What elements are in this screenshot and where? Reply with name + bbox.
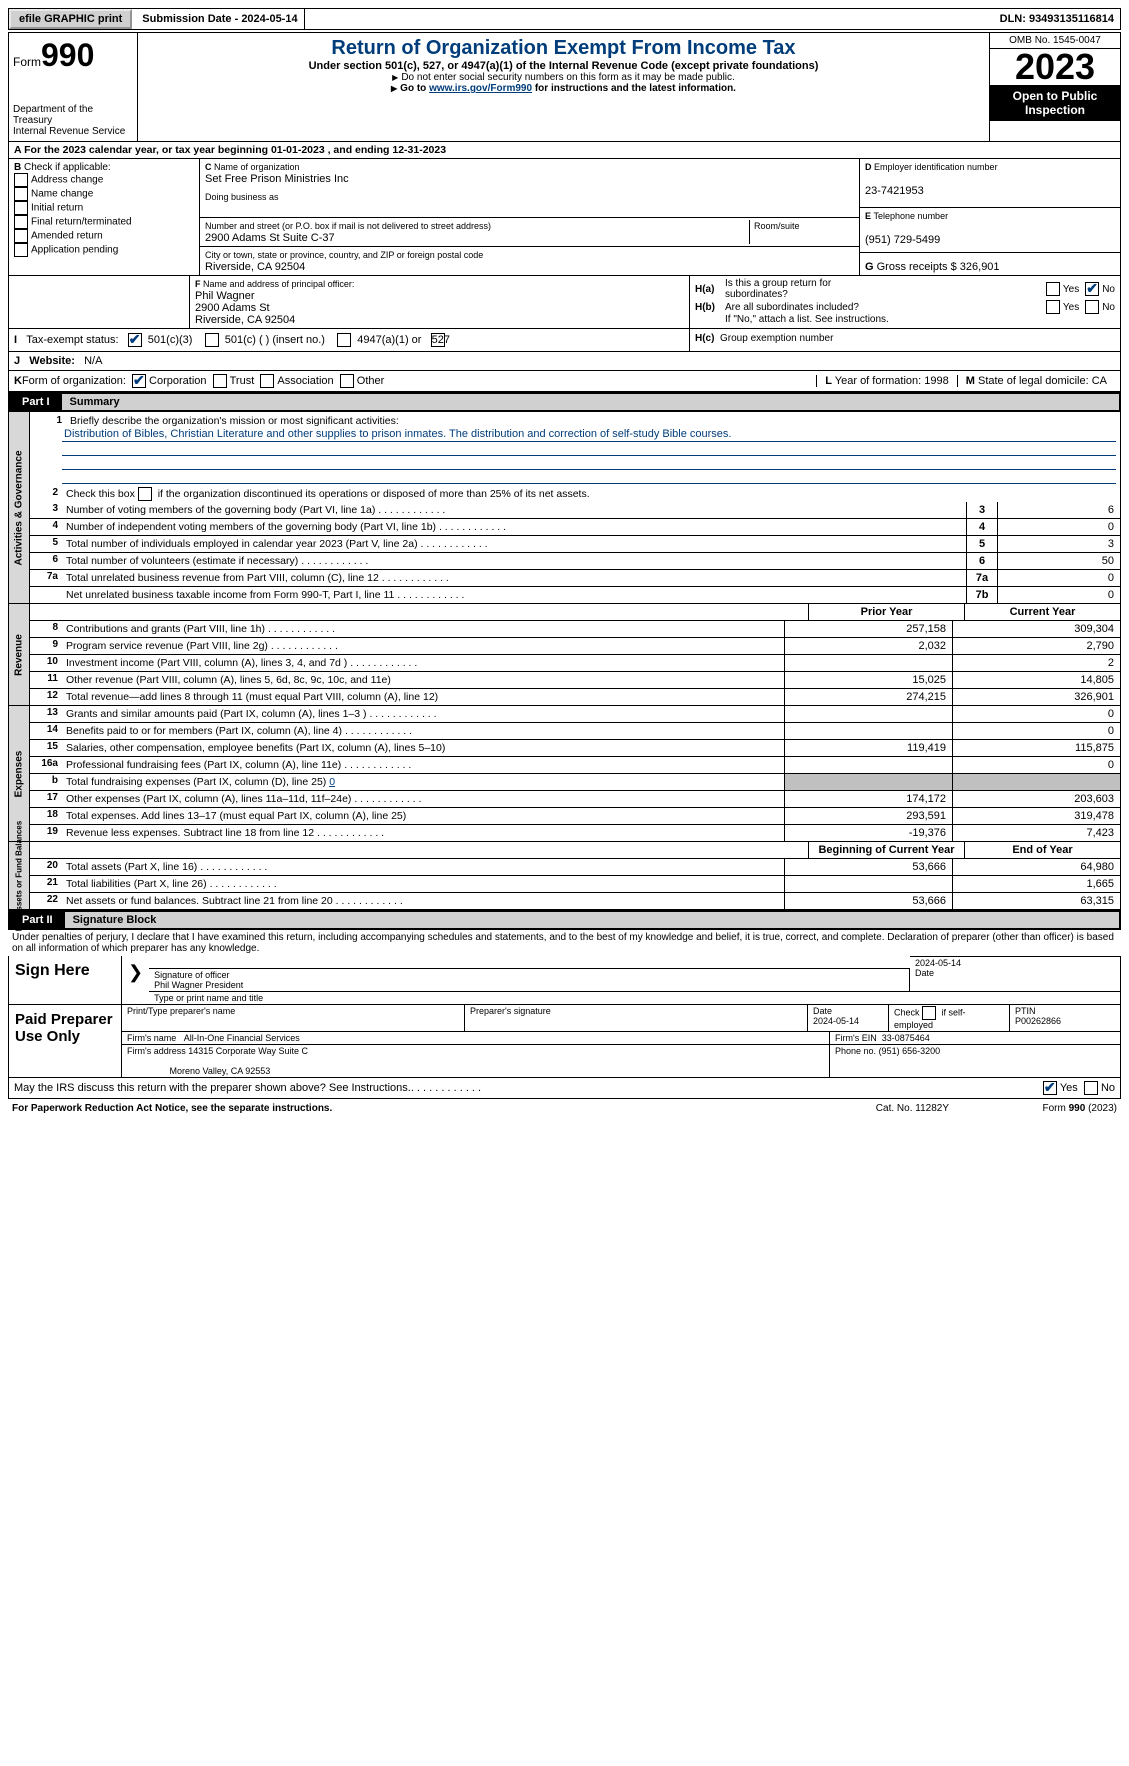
tax-year: 2023 bbox=[990, 49, 1120, 85]
ptin: P00262866 bbox=[1015, 1016, 1061, 1026]
cb-application-pending[interactable] bbox=[14, 243, 28, 257]
cb-trust[interactable] bbox=[213, 374, 227, 388]
state-domicile: CA bbox=[1092, 375, 1107, 387]
cb-initial-return[interactable] bbox=[14, 201, 28, 215]
gross-receipts: 326,901 bbox=[960, 261, 1000, 273]
v3: 6 bbox=[998, 502, 1120, 518]
open-inspection: Open to Public Inspection bbox=[990, 85, 1120, 121]
phone: (951) 729-5499 bbox=[865, 234, 940, 246]
ssn-warning: Do not enter social security numbers on … bbox=[142, 72, 985, 83]
cb-address-change[interactable] bbox=[14, 173, 28, 187]
ein: 23-7421953 bbox=[865, 185, 924, 197]
org-city: Riverside, CA 92504 bbox=[205, 261, 305, 273]
signature-block: Sign Here ❯ Signature of officerPhil Wag… bbox=[8, 956, 1121, 1099]
v6: 50 bbox=[998, 553, 1120, 569]
submission-date: Submission Date - 2024-05-14 bbox=[136, 13, 303, 25]
cb-501c3[interactable] bbox=[128, 333, 142, 347]
mission: Distribution of Bibles, Christian Litera… bbox=[62, 428, 1116, 442]
cb-discuss-yes[interactable] bbox=[1043, 1081, 1057, 1095]
year-formation: 1998 bbox=[924, 375, 948, 387]
efile-print-button[interactable]: efile GRAPHIC print bbox=[9, 9, 132, 29]
row-a: A For the 2023 calendar year, or tax yea… bbox=[8, 142, 1121, 159]
form-title: Return of Organization Exempt From Incom… bbox=[142, 37, 985, 60]
irs-label: Internal Revenue Service bbox=[13, 126, 133, 137]
website: N/A bbox=[84, 355, 102, 367]
v4: 0 bbox=[998, 519, 1120, 535]
form-subtitle: Under section 501(c), 527, or 4947(a)(1)… bbox=[142, 60, 985, 72]
officer-name: Phil Wagner bbox=[195, 290, 255, 302]
cb-self-employed[interactable] bbox=[922, 1006, 936, 1020]
part-i-header: Part I Summary bbox=[8, 392, 1121, 412]
org-address: 2900 Adams St Suite C-37 bbox=[205, 232, 335, 244]
cb-association[interactable] bbox=[260, 374, 274, 388]
org-name: Set Free Prison Ministries Inc bbox=[205, 173, 349, 185]
firm-name: All-In-One Financial Services bbox=[184, 1033, 300, 1043]
footer: For Paperwork Reduction Act Notice, see … bbox=[8, 1101, 1121, 1116]
v7b: 0 bbox=[998, 587, 1120, 603]
v5: 3 bbox=[998, 536, 1120, 552]
firm-ein: 33-0875464 bbox=[882, 1033, 930, 1043]
cb-final-return[interactable] bbox=[14, 215, 28, 229]
perjury-statement: Under penalties of perjury, I declare th… bbox=[8, 930, 1121, 956]
cb-hb-no[interactable] bbox=[1085, 300, 1099, 314]
cb-501c[interactable] bbox=[205, 333, 219, 347]
cb-4947[interactable] bbox=[337, 333, 351, 347]
cb-hb-yes[interactable] bbox=[1046, 300, 1060, 314]
form-header: Form990 Department of the Treasury Inter… bbox=[8, 32, 1121, 142]
cb-ha-no[interactable] bbox=[1085, 282, 1099, 296]
irs-link[interactable]: www.irs.gov/Form990 bbox=[429, 83, 532, 94]
sign-arrow-icon: ❯ bbox=[122, 956, 149, 1004]
dln: DLN: 93493135116814 bbox=[994, 13, 1120, 25]
form-number: 990 bbox=[41, 37, 94, 73]
cb-discuss-no[interactable] bbox=[1084, 1081, 1098, 1095]
v7a: 0 bbox=[998, 570, 1120, 586]
top-bar: efile GRAPHIC print Submission Date - 20… bbox=[8, 8, 1121, 30]
form-word: Form bbox=[13, 55, 41, 69]
dept-treasury: Department of the Treasury bbox=[13, 104, 133, 126]
cb-discontinued[interactable] bbox=[138, 487, 152, 501]
cb-amended-return[interactable] bbox=[14, 229, 28, 243]
prep-phone: (951) 656-3200 bbox=[879, 1046, 941, 1056]
cb-527[interactable]: 527 bbox=[431, 333, 445, 347]
cb-corporation[interactable] bbox=[132, 374, 146, 388]
cb-other[interactable] bbox=[340, 374, 354, 388]
cb-name-change[interactable] bbox=[14, 187, 28, 201]
cb-ha-yes[interactable] bbox=[1046, 282, 1060, 296]
row-bcdeg: B Check if applicable: Address change Na… bbox=[8, 159, 1121, 276]
part-ii-header: Part II Signature Block bbox=[8, 910, 1121, 930]
